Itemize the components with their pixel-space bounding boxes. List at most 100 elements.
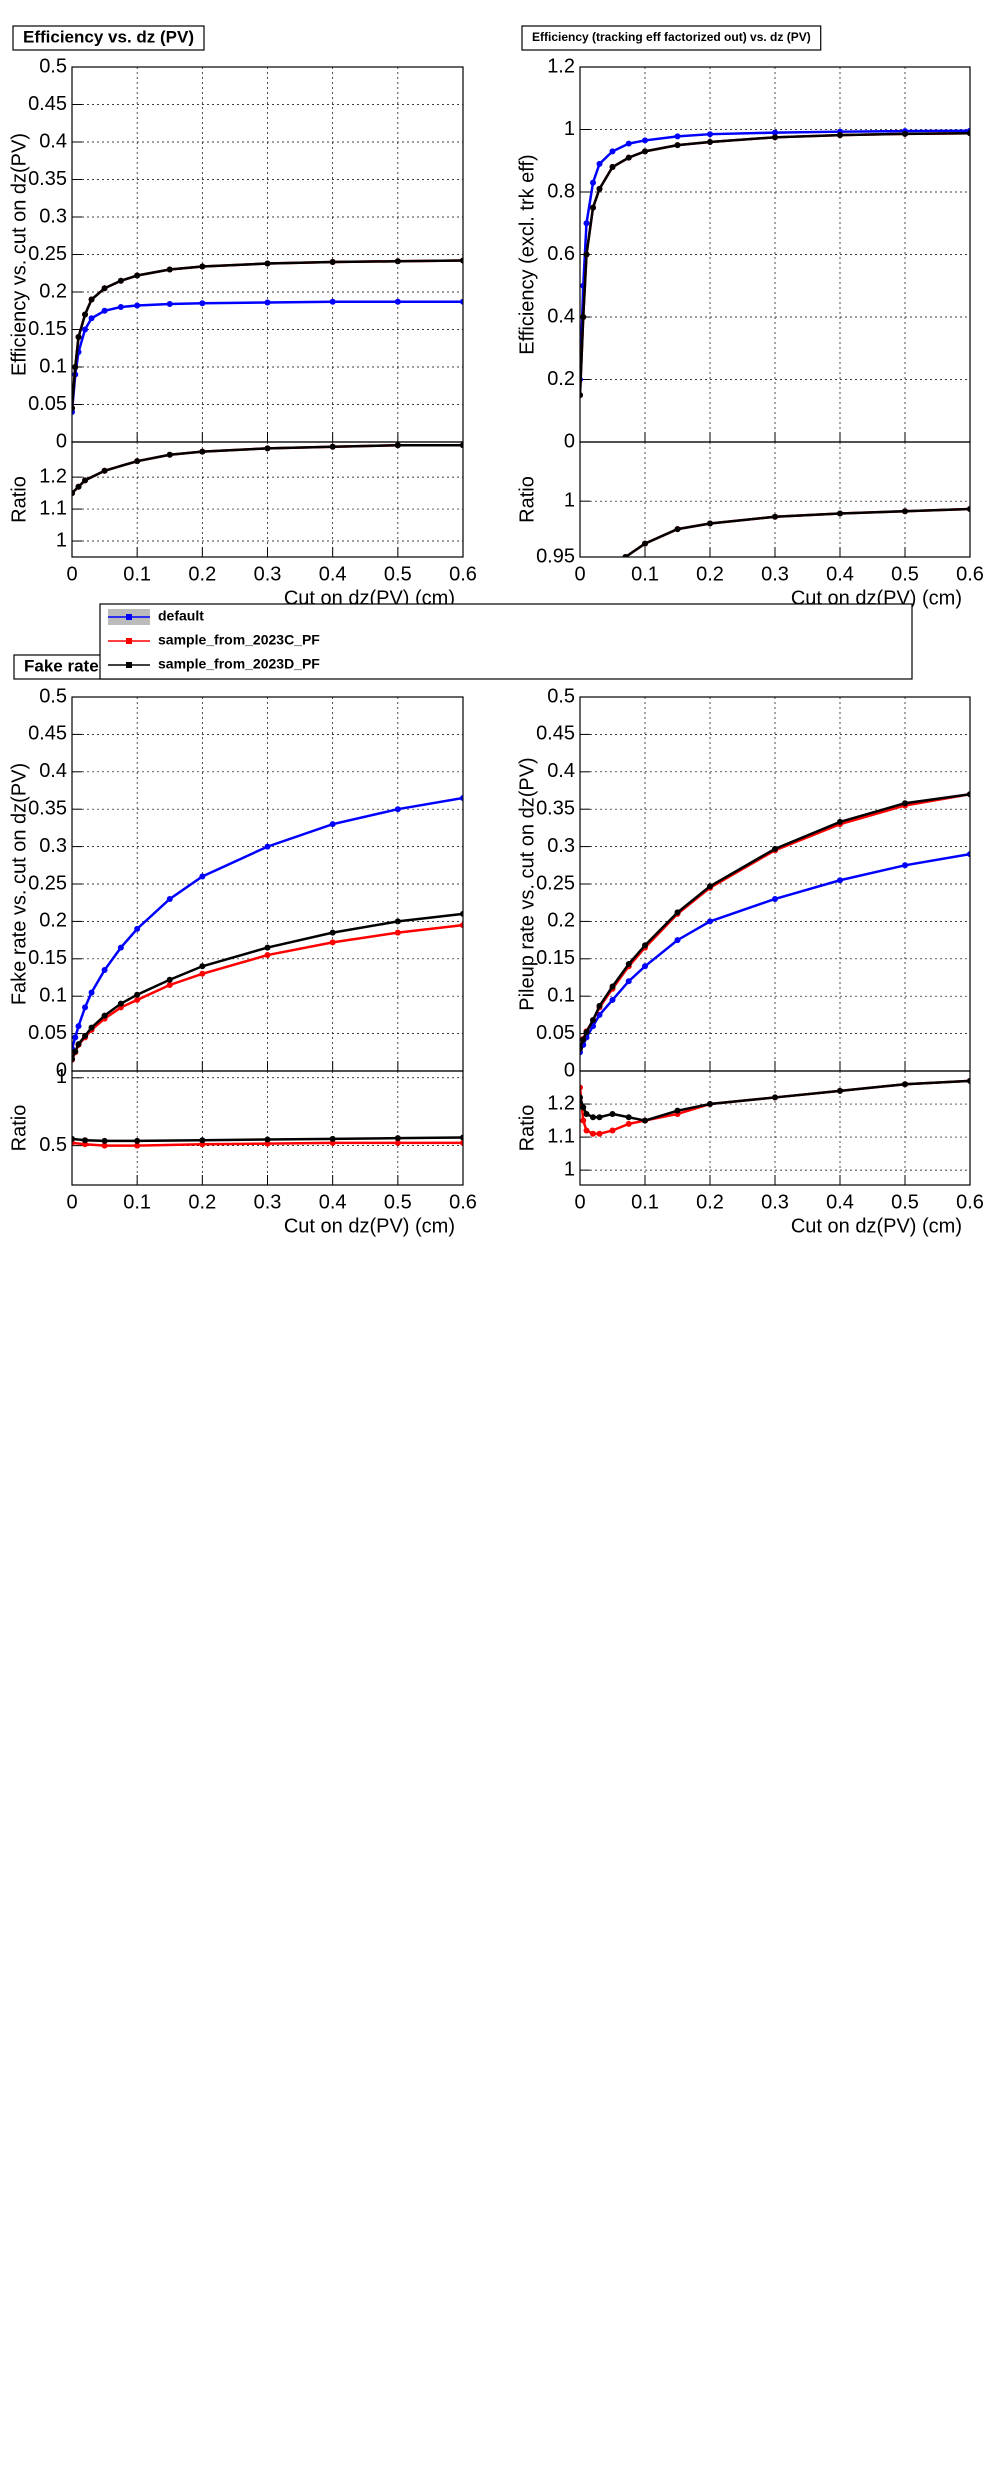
- data-point: [772, 845, 778, 852]
- data-point: [580, 1117, 587, 1124]
- x-tick-label: 0.2: [696, 563, 724, 585]
- data-point: [329, 259, 336, 265]
- data-point: [75, 1041, 82, 1048]
- data-point: [460, 1139, 463, 1146]
- x-tick-label: 0.3: [254, 563, 282, 585]
- data-point: [72, 1135, 75, 1142]
- plot-area: [580, 791, 970, 1056]
- y-tick-label: 1.2: [547, 1092, 575, 1114]
- data-point: [596, 160, 603, 167]
- data-point: [772, 129, 778, 136]
- data-point: [772, 513, 778, 520]
- data-point: [590, 1114, 596, 1121]
- data-point: [609, 164, 616, 170]
- data-point: [88, 296, 95, 303]
- data-point: [609, 1127, 616, 1134]
- y-tick-label: 0.5: [39, 685, 67, 707]
- y-tick-label: 1: [564, 118, 575, 140]
- data-point: [590, 204, 596, 211]
- x-tick-label: 0.3: [761, 1191, 789, 1213]
- data-point: [674, 133, 681, 140]
- x-tick-label: 0: [66, 1191, 77, 1213]
- data-point: [101, 1012, 108, 1019]
- y-tick-label: 0: [56, 1059, 67, 1081]
- data-point: [117, 1000, 124, 1007]
- data-point: [583, 220, 590, 227]
- data-point: [625, 140, 632, 147]
- data-point: [674, 1107, 681, 1114]
- y-axis-label: Efficiency (excl. trk eff): [516, 154, 538, 354]
- data-point: [596, 1130, 603, 1137]
- legend-marker: [126, 638, 132, 644]
- data-point: [707, 520, 713, 527]
- data-point: [596, 185, 603, 192]
- data-point: [134, 302, 141, 309]
- y-axis-label: Ratio: [516, 1105, 538, 1152]
- data-point: [199, 970, 206, 977]
- x-tick-label: 0.4: [826, 563, 854, 585]
- y-tick-label: 0.25: [28, 243, 67, 265]
- y-tick-label: 0.4: [547, 760, 575, 782]
- y-tick-label: 0.2: [547, 910, 575, 932]
- data-point: [837, 877, 843, 884]
- x-tick-label: 0.2: [188, 563, 216, 585]
- data-point: [166, 451, 173, 458]
- data-point: [134, 1137, 141, 1144]
- data-point: [166, 266, 173, 273]
- x-tick-label: 0.3: [761, 563, 789, 585]
- y-tick-label: 0.15: [28, 318, 67, 340]
- x-tick-label: 0: [574, 563, 585, 585]
- data-point: [837, 1087, 843, 1094]
- data-point: [580, 392, 583, 399]
- data-point: [82, 1137, 89, 1144]
- data-point: [580, 1084, 583, 1091]
- data-point: [199, 1137, 206, 1144]
- data-point: [460, 922, 463, 929]
- legend: default sample_from_2023C_PF sample_from_2…: [99, 603, 913, 680]
- data-point: [902, 800, 908, 807]
- series-line: [72, 300, 463, 413]
- data-point: [82, 1004, 89, 1011]
- data-point: [88, 1024, 95, 1031]
- data-point: [642, 963, 648, 970]
- data-point: [580, 1045, 583, 1052]
- data-point: [166, 981, 173, 988]
- y-tick-label: 1: [56, 529, 67, 551]
- data-point: [674, 937, 681, 944]
- x-tick-label: 0.5: [384, 563, 412, 585]
- data-point: [101, 1142, 108, 1149]
- data-point: [117, 277, 124, 284]
- data-point: [580, 314, 587, 320]
- plot-area: [580, 127, 970, 399]
- data-point: [902, 1081, 908, 1088]
- data-point: [101, 467, 108, 474]
- data-point: [82, 1032, 89, 1039]
- data-point: [625, 978, 632, 985]
- x-axis-label: Cut on dz(PV) (cm): [791, 1215, 962, 1237]
- data-point: [117, 944, 124, 951]
- data-point: [902, 130, 908, 137]
- data-point: [625, 1114, 632, 1121]
- data-point: [642, 137, 648, 144]
- x-tick-label: 0.1: [631, 563, 659, 585]
- data-point: [707, 918, 713, 925]
- x-tick-label: 0.1: [123, 1191, 151, 1213]
- x-tick-label: 0.1: [123, 563, 151, 585]
- data-point: [82, 477, 89, 484]
- x-tick-label: 0.6: [449, 563, 477, 585]
- data-point: [902, 862, 908, 869]
- data-point: [837, 818, 843, 825]
- y-tick-label: 0.3: [39, 835, 67, 857]
- y-tick-label: 0: [564, 1059, 575, 1081]
- data-point: [642, 1117, 648, 1124]
- data-point: [967, 505, 970, 512]
- y-tick-label: 0.45: [28, 723, 67, 745]
- x-tick-label: 0.5: [384, 1191, 412, 1213]
- plot-area: [72, 1134, 463, 1149]
- data-point: [72, 364, 79, 370]
- data-point: [837, 132, 843, 139]
- y-tick-label: 1: [56, 1066, 67, 1088]
- x-tick-label: 0.4: [826, 1191, 854, 1213]
- plot-area: [622, 505, 970, 557]
